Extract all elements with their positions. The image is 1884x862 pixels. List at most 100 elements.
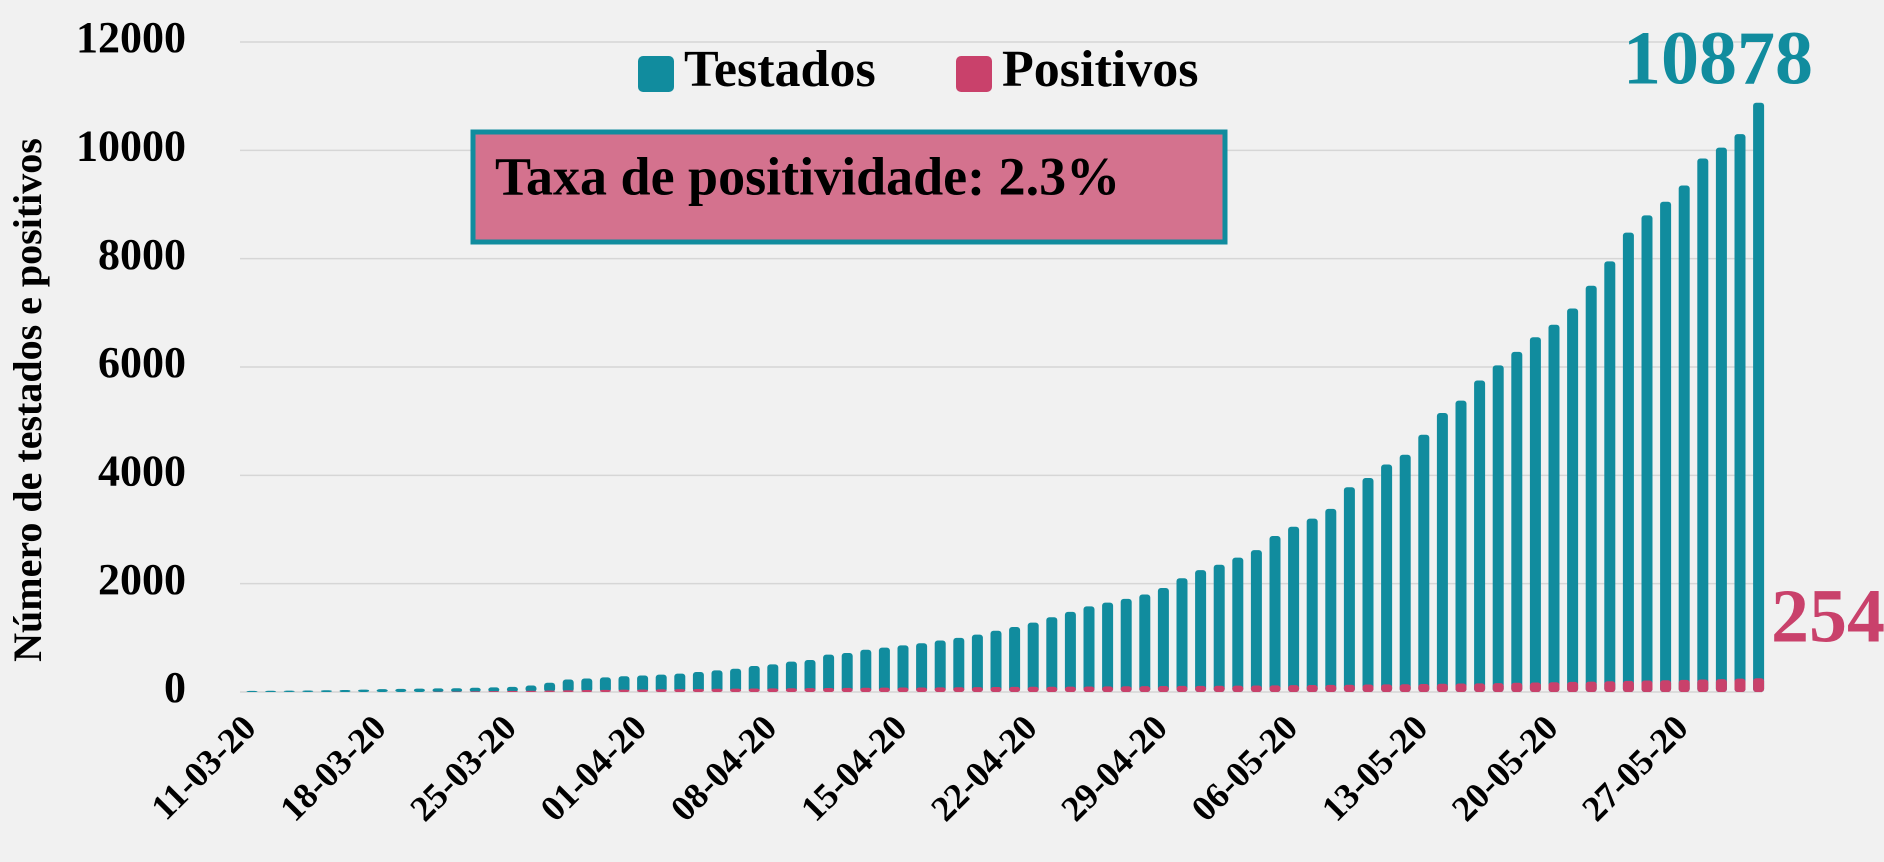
bar — [1176, 685, 1188, 692]
bar — [1120, 598, 1132, 692]
bar — [1399, 684, 1411, 692]
bar — [618, 676, 630, 692]
bar — [953, 637, 965, 692]
bar — [302, 690, 314, 692]
bar — [1250, 685, 1262, 692]
bar — [618, 689, 630, 692]
bar — [1102, 602, 1114, 692]
annotation-box — [470, 129, 1228, 245]
bar — [748, 688, 760, 692]
y-tick-label: 4000 — [98, 446, 186, 495]
bar — [1176, 578, 1188, 692]
legend-swatch — [638, 56, 674, 92]
x-tick-label: 06-05-20 — [1183, 707, 1305, 829]
bar — [358, 689, 370, 692]
bar — [971, 634, 983, 692]
bar — [1343, 487, 1355, 692]
bar — [1585, 285, 1597, 692]
x-tick-label: 15-04-20 — [793, 707, 915, 829]
bar — [841, 687, 853, 692]
bar — [916, 643, 928, 692]
bar — [804, 688, 816, 692]
bar — [1064, 686, 1076, 692]
bar — [506, 686, 518, 692]
bar — [1418, 434, 1430, 692]
x-tick-label: 13-05-20 — [1314, 707, 1436, 829]
y-tick-label: 0 — [164, 663, 186, 712]
bar — [841, 653, 853, 692]
y-tick-label: 2000 — [98, 555, 186, 604]
bar — [320, 690, 332, 692]
x-tick-label: 27-05-20 — [1574, 707, 1696, 829]
bar — [785, 661, 797, 692]
bar — [432, 688, 444, 692]
bar — [562, 690, 574, 692]
bar — [692, 671, 704, 692]
bar — [1567, 681, 1579, 692]
bar — [674, 673, 686, 692]
y-tick-label: 6000 — [98, 338, 186, 387]
bar — [1306, 518, 1318, 692]
bar — [283, 690, 295, 692]
bar — [767, 664, 779, 692]
y-tick-label: 12000 — [76, 13, 186, 62]
bar — [1641, 680, 1653, 692]
bar — [1622, 232, 1634, 692]
bar — [860, 687, 872, 692]
bar — [1027, 622, 1039, 692]
bar — [1195, 570, 1207, 692]
bar — [1697, 158, 1709, 693]
bar — [1399, 454, 1411, 692]
x-tick-label: 18-03-20 — [272, 707, 394, 829]
data-label: 10878 — [1623, 16, 1813, 100]
bar — [897, 645, 909, 692]
bar — [1288, 685, 1300, 692]
bar — [1083, 686, 1095, 692]
bar — [1622, 680, 1634, 692]
bar — [1585, 681, 1597, 692]
bar — [692, 688, 704, 692]
bar — [1641, 215, 1653, 693]
x-tick-label: 20-05-20 — [1444, 707, 1566, 829]
bar — [1474, 380, 1486, 692]
bar — [488, 691, 500, 692]
bar — [730, 668, 742, 692]
bar — [1269, 685, 1281, 692]
bar — [413, 688, 425, 692]
bar — [1139, 686, 1151, 692]
bar — [1250, 550, 1262, 692]
bar — [1027, 686, 1039, 692]
bar — [1511, 351, 1523, 692]
bar — [1288, 526, 1300, 692]
bar — [451, 688, 463, 692]
bar — [637, 689, 649, 692]
bar — [1325, 508, 1337, 692]
legend-label: Testados — [684, 41, 876, 98]
bar — [785, 688, 797, 692]
bar — [1548, 682, 1560, 692]
bar — [506, 690, 518, 692]
bar — [990, 630, 1002, 692]
bar — [878, 647, 890, 692]
x-tick-label: 25-03-20 — [402, 707, 524, 829]
bar — [1753, 678, 1765, 692]
bar — [1604, 261, 1616, 692]
legend-swatch — [956, 56, 992, 92]
bar — [655, 689, 667, 692]
bar — [1213, 685, 1225, 692]
bar — [1120, 686, 1132, 692]
bar — [1269, 536, 1281, 692]
bar — [1734, 678, 1746, 692]
bar — [1474, 683, 1486, 692]
x-tick-label: 22-04-20 — [923, 707, 1045, 829]
bar — [1492, 365, 1504, 692]
bar — [934, 640, 946, 692]
bar — [1046, 617, 1058, 692]
bar — [1009, 686, 1021, 692]
x-tick-label: 11-03-20 — [143, 707, 263, 827]
bar — [1418, 683, 1430, 692]
bar — [1232, 685, 1244, 692]
bar — [265, 690, 277, 692]
bar — [1529, 337, 1541, 692]
bar — [1660, 201, 1672, 692]
